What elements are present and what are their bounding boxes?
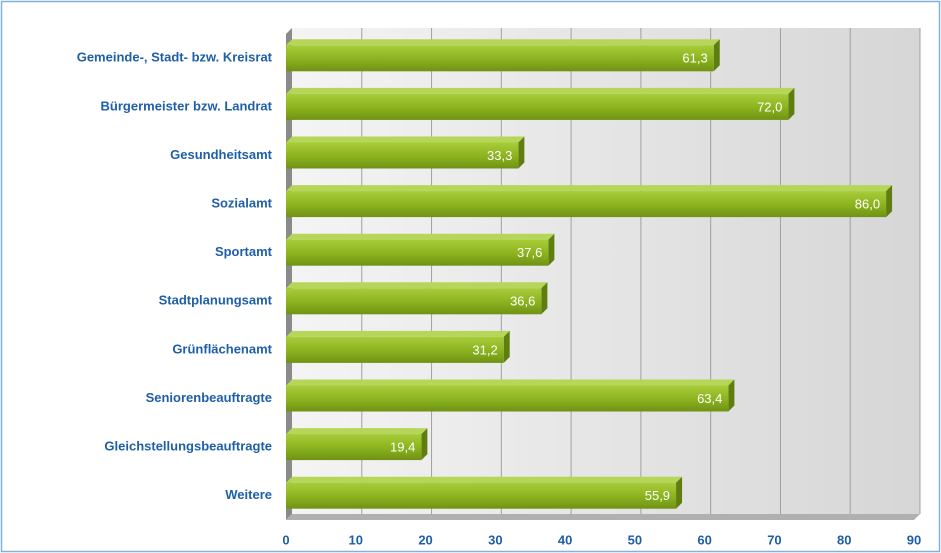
- y-tick-label: Seniorenbeauftragte: [146, 390, 272, 405]
- value-label: 36,6: [510, 294, 535, 309]
- value-label: 31,2: [472, 342, 497, 357]
- bar-end: [886, 185, 893, 218]
- value-label: 55,9: [645, 488, 670, 503]
- x-tick-label: 50: [628, 532, 642, 547]
- y-tick-label: Stadtplanungsamt: [159, 293, 273, 308]
- bar-top: [286, 185, 893, 192]
- bar-top: [286, 476, 683, 483]
- x-tick-label: 80: [837, 532, 851, 547]
- x-tick-label: 90: [907, 532, 921, 547]
- y-tick-label: Gemeinde-, Stadt- bzw. Kreisrat: [77, 50, 273, 65]
- bar: [286, 93, 789, 120]
- bar: [286, 288, 542, 315]
- y-tick-label: Bürgermeister bzw. Landrat: [101, 98, 273, 113]
- bar: [286, 434, 422, 461]
- value-label: 33,3: [487, 148, 512, 163]
- bar-end: [503, 330, 510, 363]
- x-tick-label: 0: [282, 532, 289, 547]
- floor: [286, 514, 920, 520]
- value-label: 72,0: [757, 99, 782, 114]
- y-tick-label: Grünflächenamt: [172, 341, 272, 356]
- bar: [286, 45, 714, 72]
- bar-top: [286, 87, 795, 94]
- bar-top: [286, 233, 555, 240]
- bar-top: [286, 428, 428, 435]
- x-tick-label: 40: [558, 532, 572, 547]
- bar-end: [676, 476, 683, 509]
- value-label: 19,4: [390, 440, 415, 455]
- x-tick-label: 30: [488, 532, 502, 547]
- value-label: 63,4: [697, 391, 722, 406]
- value-label: 61,3: [682, 51, 707, 66]
- bar-end: [421, 428, 428, 461]
- bar: [286, 191, 887, 218]
- y-tick-label: Gesundheitsamt: [170, 147, 273, 162]
- bar-end: [713, 39, 720, 72]
- x-tick-label: 10: [349, 532, 363, 547]
- bar-end: [518, 136, 525, 169]
- bar-top: [286, 282, 548, 289]
- x-tick-label: 70: [767, 532, 781, 547]
- bar-top: [286, 330, 510, 337]
- x-tick-label: 60: [697, 532, 711, 547]
- bar: [286, 482, 677, 509]
- x-tick-label: 20: [418, 532, 432, 547]
- bar-top: [286, 379, 735, 386]
- bar-end: [541, 282, 548, 315]
- bar-end: [788, 87, 795, 120]
- bar: [286, 142, 519, 169]
- bar-end: [548, 233, 555, 266]
- bar-top: [286, 136, 525, 143]
- value-label: 37,6: [517, 245, 542, 260]
- y-tick-label: Sportamt: [215, 244, 273, 259]
- bar: [286, 336, 504, 363]
- y-tick-label: Weitere: [225, 487, 272, 502]
- value-label: 86,0: [855, 197, 880, 212]
- bar-end: [728, 379, 735, 412]
- bar: [286, 385, 729, 412]
- bar-top: [286, 39, 720, 46]
- y-tick-label: Sozialamt: [211, 196, 272, 211]
- y-tick-label: Gleichstellungsbeauftragte: [104, 439, 272, 454]
- bar: [286, 239, 549, 266]
